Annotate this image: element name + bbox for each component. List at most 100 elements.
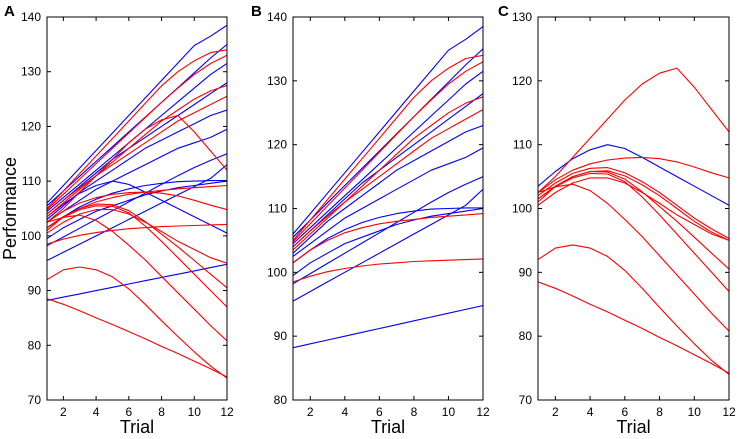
blue-series-line	[293, 93, 483, 248]
red-series-line	[538, 156, 729, 193]
blue-series-line	[293, 188, 483, 302]
blue-series-line	[47, 263, 227, 301]
y-tick-label: 70	[28, 393, 42, 407]
red-series-line	[47, 223, 227, 245]
x-tick-label: 2	[552, 405, 559, 419]
y-tick-label: 140	[21, 10, 41, 24]
blue-series-line	[47, 164, 227, 261]
red-series-line	[47, 95, 227, 215]
y-tick-label: 110	[22, 174, 41, 188]
series-group	[47, 24, 227, 379]
y-tick-label: 110	[268, 202, 287, 216]
y-tick-label: 80	[519, 329, 533, 343]
y-tick-label: 120	[267, 138, 287, 152]
x-tick-label: 6	[376, 405, 383, 419]
y-axis-label: Performance	[0, 157, 20, 260]
blue-series-line	[293, 147, 483, 257]
y-tick-label: 120	[512, 74, 532, 88]
x-tick-label: 10	[442, 405, 456, 419]
red-series-line	[538, 172, 729, 292]
x-axis-label: Trial	[616, 417, 650, 437]
red-series-line	[538, 281, 729, 374]
x-tick-label: 4	[93, 405, 100, 419]
panel-label: A	[4, 3, 15, 20]
x-tick-label: 2	[307, 405, 314, 419]
axes-frame	[537, 16, 730, 401]
series-group	[293, 26, 483, 349]
y-tick-label: 100	[267, 265, 287, 279]
x-tick-label: 8	[656, 405, 663, 419]
panel-label: C	[498, 3, 509, 20]
red-series-line	[47, 298, 227, 378]
y-tick-label: 100	[21, 229, 41, 243]
panel-c: 2 4 6 8 10 12 70 80 90 100 110 120 130 Trial C	[498, 3, 736, 437]
blue-series-line	[293, 176, 483, 285]
panel-b: 2 4 6 8 10 12 80 90 100 110 120 130 140 Trial B	[251, 3, 490, 437]
x-tick-label: 2	[60, 405, 67, 419]
series-group	[538, 67, 729, 375]
x-tick-label: 10	[688, 405, 702, 419]
red-series-line	[538, 67, 729, 193]
blue-series-line	[293, 70, 483, 245]
x-tick-label: 8	[158, 405, 165, 419]
red-series-line	[538, 170, 729, 270]
blue-series-line	[47, 153, 227, 247]
x-tick-label: 4	[587, 405, 594, 419]
y-tick-label: 100	[512, 202, 532, 216]
red-series-line	[293, 96, 483, 251]
y-tick-label: 70	[519, 393, 533, 407]
y-tick-label: 80	[274, 393, 288, 407]
y-tick-label: 90	[28, 284, 42, 298]
red-series-line	[538, 244, 729, 375]
red-series-line	[293, 54, 483, 241]
blue-series-line	[47, 180, 227, 229]
red-series-line	[293, 258, 483, 283]
panel-a: 2 4 6 8 10 12 70 80 90 100 110 120 130 140 Trial Perfor…	[0, 3, 234, 437]
blue-series-line	[293, 304, 483, 349]
blue-series-line	[538, 144, 729, 206]
red-series-line	[47, 114, 227, 223]
red-series-line	[47, 84, 227, 218]
x-tick-label: 10	[188, 405, 202, 419]
y-tick-label: 130	[512, 10, 532, 24]
x-tick-label: 4	[341, 405, 348, 419]
blue-series-line	[293, 124, 483, 254]
y-tick-label: 110	[513, 138, 532, 152]
y-tick-label: 120	[21, 119, 41, 133]
y-tick-label: 140	[267, 10, 287, 24]
y-tick-label: 80	[28, 338, 42, 352]
red-series-line	[47, 209, 227, 264]
red-series-line	[47, 54, 227, 211]
x-tick-label: 6	[125, 405, 132, 419]
blue-series-line	[47, 43, 227, 207]
y-tick-label: 130	[21, 65, 41, 79]
blue-series-line	[47, 24, 227, 204]
red-series-line	[47, 203, 227, 289]
panel-label: B	[251, 3, 262, 20]
x-axis-label: Trial	[371, 417, 405, 437]
red-series-line	[47, 205, 227, 308]
red-series-line	[47, 266, 227, 379]
red-series-line	[47, 49, 227, 209]
red-series-line	[47, 214, 227, 342]
blue-series-line	[47, 63, 227, 212]
y-tick-label: 130	[267, 74, 287, 88]
red-series-line	[538, 183, 729, 332]
blue-series-line	[47, 128, 227, 223]
red-series-line	[538, 167, 729, 239]
y-tick-label: 90	[519, 265, 533, 279]
x-tick-label: 12	[476, 405, 490, 419]
x-tick-label: 12	[722, 405, 736, 419]
red-series-line	[293, 109, 483, 248]
x-tick-label: 6	[621, 405, 628, 419]
red-series-line	[538, 177, 729, 241]
blue-series-line	[293, 207, 483, 264]
blue-series-line	[47, 82, 227, 215]
x-axis-label: Trial	[120, 417, 154, 437]
blue-series-line	[293, 26, 483, 235]
y-tick-label: 90	[274, 329, 288, 343]
red-series-line	[293, 213, 483, 264]
red-series-line	[293, 61, 483, 243]
axes-frame	[46, 16, 228, 401]
